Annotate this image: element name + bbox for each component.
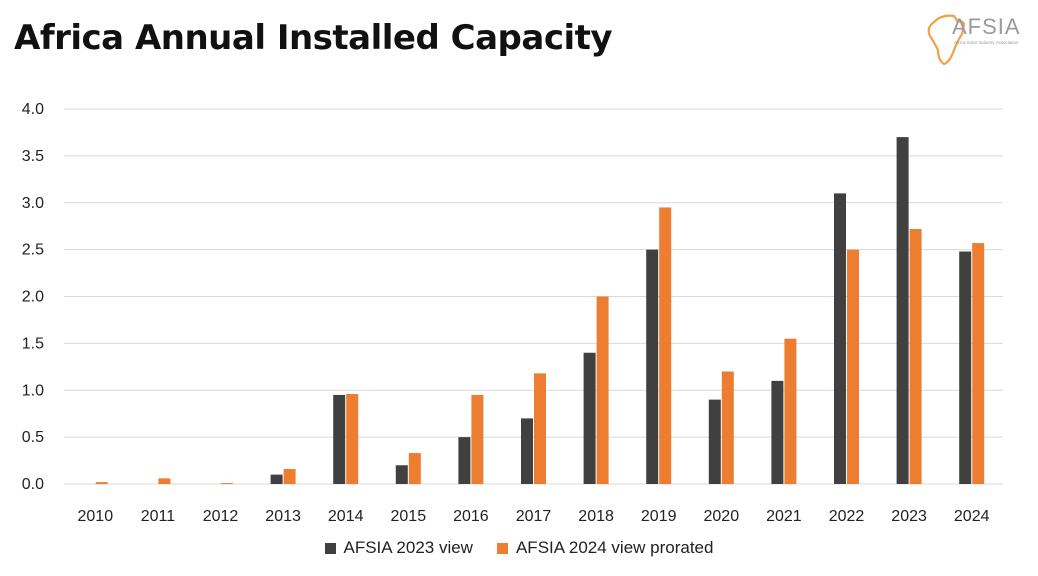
x-tick-label: 2019 <box>641 508 677 525</box>
bar <box>534 373 546 484</box>
bar <box>270 474 283 484</box>
bar <box>896 137 909 484</box>
x-tick-label: 2015 <box>391 508 427 525</box>
bar <box>458 437 471 484</box>
bar <box>708 399 721 484</box>
legend-item-2024: AFSIA 2024 view prorated <box>496 538 714 558</box>
x-tick-label: 2011 <box>141 508 176 525</box>
bar <box>771 380 784 484</box>
bar <box>346 394 359 484</box>
x-tick-label: 2017 <box>516 508 552 525</box>
legend: AFSIA 2023 view AFSIA 2024 view prorated <box>0 538 1038 558</box>
legend-item-2023: AFSIA 2023 view <box>324 538 473 558</box>
bar <box>283 469 296 484</box>
africa-outline-icon <box>927 14 966 66</box>
bar <box>395 465 408 484</box>
legend-swatch-2023 <box>324 542 336 554</box>
bar <box>583 352 596 484</box>
y-tick-label: 3.0 <box>22 195 44 212</box>
x-tick-label: 2016 <box>453 508 489 525</box>
bar <box>333 394 346 484</box>
y-tick-label: 1.0 <box>22 382 44 399</box>
bar <box>834 193 846 484</box>
x-tick-label: 2013 <box>265 508 301 525</box>
bar <box>721 371 734 484</box>
bars <box>95 137 985 484</box>
x-axis-labels: 2010 2011 2012 2013 2014 2015 2016 2017 2018 2019… <box>78 508 990 525</box>
bar <box>646 249 659 484</box>
x-tick-label: 2010 <box>78 508 114 525</box>
x-tick-label: 2022 <box>829 508 865 525</box>
grid-lines <box>64 108 1003 485</box>
legend-label-2024: AFSIA 2024 view prorated <box>515 538 714 557</box>
bar <box>221 483 233 484</box>
y-tick-label: 4.0 <box>22 101 44 118</box>
x-tick-label: 2024 <box>954 508 990 525</box>
x-tick-label: 2020 <box>704 508 740 525</box>
bar <box>972 243 985 484</box>
bar <box>471 394 484 484</box>
bar <box>596 296 609 484</box>
y-tick-label: 3.5 <box>22 148 44 165</box>
y-tick-label: 2.0 <box>22 289 44 306</box>
bar <box>659 207 672 484</box>
bar <box>158 478 171 484</box>
y-tick-label: 1.5 <box>22 335 44 352</box>
bar <box>408 453 421 484</box>
x-tick-label: 2012 <box>203 508 239 525</box>
legend-swatch-2024 <box>496 542 508 554</box>
y-tick-label: 2.5 <box>22 242 44 259</box>
logo-subtitle: Africa Solar Industry Association <box>954 40 1019 45</box>
y-tick-label: 0.5 <box>22 429 44 446</box>
bar <box>909 229 922 484</box>
logo-text: AFSIA <box>952 14 1021 39</box>
x-tick-label: 2014 <box>328 508 364 525</box>
x-tick-label: 2018 <box>578 508 614 525</box>
x-tick-label: 2021 <box>766 508 802 525</box>
legend-label-2023: AFSIA 2023 view <box>343 538 473 557</box>
bar <box>784 338 797 484</box>
x-tick-label: 2023 <box>891 508 927 525</box>
page-title: Africa Annual Installed Capacity <box>14 18 613 58</box>
bar <box>95 482 108 484</box>
bar <box>959 251 972 484</box>
y-tick-label: 0.0 <box>22 476 44 493</box>
bar <box>521 418 533 484</box>
y-axis-labels: 0.0 0.5 1.0 1.5 2.0 2.5 3.0 3.5 4.0 <box>22 101 44 493</box>
bar <box>847 249 859 484</box>
